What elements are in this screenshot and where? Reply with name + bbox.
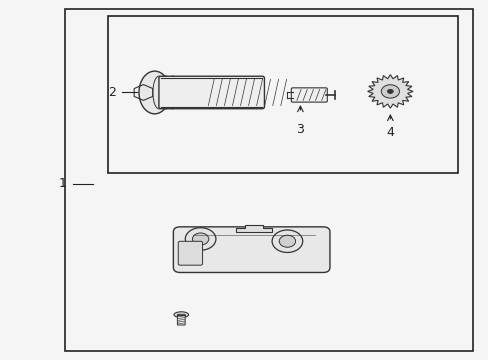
Circle shape <box>271 230 302 252</box>
Text: 4: 4 <box>386 126 393 139</box>
Circle shape <box>279 235 295 247</box>
Text: 3: 3 <box>296 123 304 136</box>
Ellipse shape <box>139 71 170 114</box>
FancyBboxPatch shape <box>173 227 329 273</box>
Circle shape <box>386 89 392 94</box>
Circle shape <box>192 233 208 245</box>
FancyBboxPatch shape <box>291 88 326 102</box>
Circle shape <box>185 228 216 250</box>
Polygon shape <box>367 75 412 108</box>
Ellipse shape <box>174 312 188 318</box>
FancyBboxPatch shape <box>177 314 185 325</box>
Text: 2: 2 <box>107 86 116 99</box>
Polygon shape <box>236 225 271 232</box>
FancyBboxPatch shape <box>159 76 264 109</box>
Text: 1: 1 <box>59 177 67 190</box>
FancyBboxPatch shape <box>178 241 202 265</box>
Circle shape <box>381 85 399 98</box>
